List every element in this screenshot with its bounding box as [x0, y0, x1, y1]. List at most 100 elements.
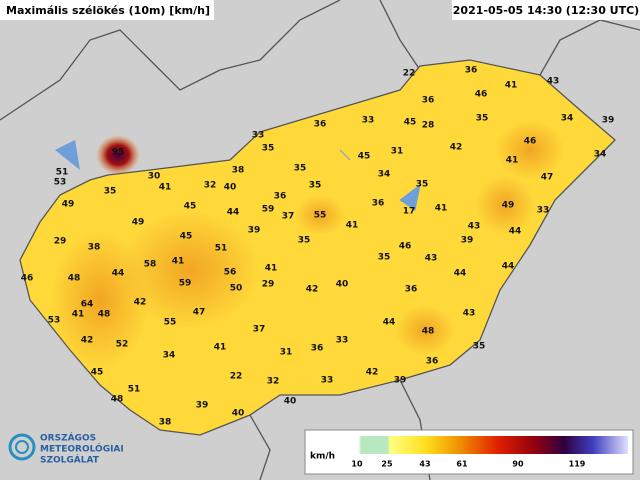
station-value: 35 — [298, 236, 311, 246]
station-value: 52 — [116, 340, 129, 350]
station-value: 34 — [594, 150, 607, 160]
station-value: 39 — [196, 401, 209, 411]
station-value: 49 — [502, 201, 515, 211]
station-value: 46 — [399, 242, 412, 252]
station-value: 37 — [253, 325, 266, 335]
station-value: 35 — [294, 164, 307, 174]
colorbar — [338, 436, 628, 454]
station-value: 45 — [184, 202, 197, 212]
logo: ORSZÁGOS METEOROLÓGIAI SZOLGÁLAT — [8, 432, 124, 466]
station-value: 35 — [309, 181, 322, 191]
station-value: 32 — [204, 181, 217, 191]
station-value: 49 — [62, 200, 75, 210]
station-value: 34 — [378, 170, 391, 180]
station-value: 40 — [336, 280, 349, 290]
station-value: 40 — [224, 183, 237, 193]
station-value: 44 — [383, 318, 396, 328]
station-value: 36 — [405, 285, 418, 295]
legend-unit: km/h — [310, 452, 335, 462]
station-value: 31 — [391, 147, 404, 157]
station-value: 39 — [394, 376, 407, 386]
station-value: 42 — [366, 368, 379, 378]
station-value: 50 — [230, 284, 243, 294]
station-value: 28 — [422, 121, 435, 131]
title: Maximális szélökés (10m) [km/h] — [6, 4, 210, 17]
station-value: 64 — [81, 300, 94, 310]
station-value: 31 — [280, 348, 293, 358]
station-value: 41 — [505, 81, 518, 91]
time-box — [452, 0, 640, 20]
country — [19, 59, 616, 436]
station-value: 33 — [252, 131, 265, 141]
station-value: 35 — [416, 180, 429, 190]
station-value: 38 — [88, 243, 101, 253]
station-value: 46 — [475, 90, 488, 100]
station-value: 45 — [180, 232, 193, 242]
station-value: 43 — [425, 254, 438, 264]
legend-label: 90 — [512, 460, 524, 469]
station-value: 30 — [148, 172, 161, 182]
station-value: 55 — [164, 318, 177, 328]
station-value: 44 — [502, 262, 515, 272]
station-value: 35 — [262, 144, 275, 154]
station-value: 36 — [426, 357, 439, 367]
legend-label: 10 — [351, 460, 363, 469]
station-value: 41 — [72, 310, 85, 320]
station-value: 45 — [404, 118, 417, 128]
station-value: 44 — [509, 227, 522, 237]
station-value: 36 — [311, 344, 324, 354]
station-value: 59 — [179, 279, 192, 289]
station-value: 36 — [274, 192, 287, 202]
station-value: 39 — [248, 226, 261, 236]
station-value: 42 — [81, 336, 94, 346]
timestamp: 2021-05-05 14:30 (12:30 UTC) — [453, 4, 639, 17]
station-value: 33 — [362, 116, 375, 126]
station-value: 41 — [346, 221, 359, 231]
station-value: 38 — [232, 166, 245, 176]
station-value: 45 — [91, 368, 104, 378]
station-value: 42 — [134, 298, 147, 308]
station-value: 56 — [224, 268, 237, 278]
station-value: 41 — [506, 156, 519, 166]
station-value: 51 — [215, 244, 228, 254]
legend-label: 119 — [569, 460, 586, 469]
station-value: 46 — [21, 274, 34, 284]
station-value: 58 — [144, 260, 157, 270]
station-value: 51 — [56, 168, 69, 178]
logo-text: METEOROLÓGIAI — [40, 443, 124, 455]
station-value: 34 — [561, 114, 574, 124]
station-value: 44 — [227, 208, 240, 218]
station-value: 36 — [465, 66, 478, 76]
station-value: 43 — [468, 222, 481, 232]
station-value: 40 — [284, 397, 297, 407]
station-value: 39 — [461, 236, 474, 246]
station-value: 22 — [403, 69, 416, 79]
station-value: 29 — [262, 280, 275, 290]
station-value: 35 — [473, 342, 486, 352]
station-value: 41 — [172, 257, 185, 267]
station-value: 45 — [358, 152, 371, 162]
wind-areas — [50, 120, 565, 370]
station-value: 36 — [422, 96, 435, 106]
station-value: 35 — [378, 253, 391, 263]
legend-label: 43 — [419, 460, 430, 469]
station-value: 17 — [403, 207, 416, 217]
station-value: 53 — [48, 316, 61, 326]
station-value: 29 — [54, 237, 67, 247]
legend-label: 25 — [381, 460, 393, 469]
legend: km/h 10 25 43 61 90 119 — [304, 429, 634, 475]
station-value: 34 — [163, 351, 176, 361]
station-value: 41 — [265, 264, 278, 274]
station-value: 59 — [262, 205, 275, 215]
station-value: 48 — [68, 274, 81, 284]
station-value: 44 — [454, 269, 467, 279]
station-value: 47 — [541, 173, 554, 183]
station-value: 33 — [321, 376, 334, 386]
station-value: 53 — [54, 178, 67, 188]
station-value: 35 — [476, 114, 489, 124]
station-value: 46 — [524, 137, 537, 147]
station-value: 48 — [98, 310, 111, 320]
station-value: 48 — [422, 327, 435, 337]
station-value: 49 — [132, 218, 145, 228]
